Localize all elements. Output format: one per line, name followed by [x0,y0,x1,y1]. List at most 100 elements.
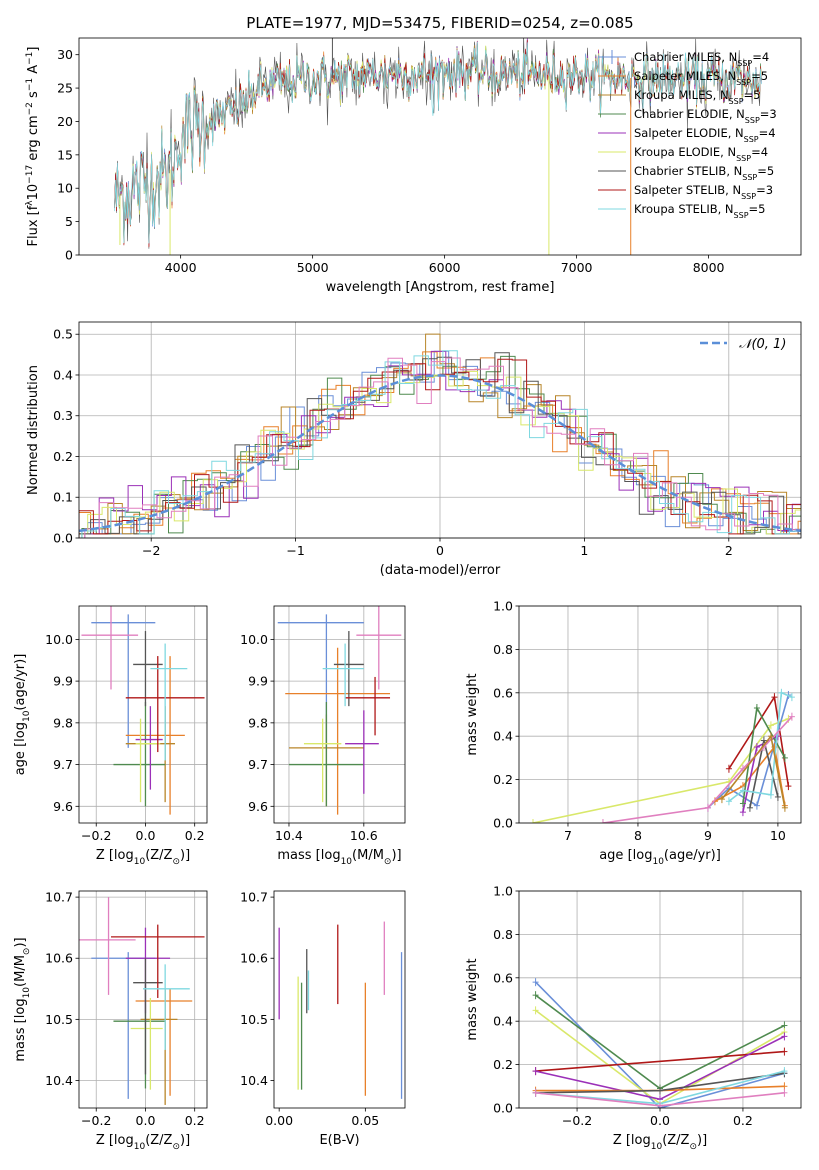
y-tick-label: 0.2 [53,449,73,464]
normal-curve [79,374,801,533]
y-tick-label: 5 [65,214,73,229]
y-axis-label: age [log10(age/yr)] [13,654,32,776]
x-tick-label: 7 [564,828,572,843]
y-tick-label: 9.8 [53,715,73,730]
x-axis-label: mass [log10(M/M⊙)] [277,848,401,867]
y-tick-label: 0.4 [493,1014,513,1029]
y-tick-label: 9.8 [248,715,268,730]
y-axis-label: mass [log10(M/M⊙)] [13,937,32,1061]
y-tick-label: 9.7 [248,757,268,772]
x-tick-label: 0.0 [136,1113,156,1128]
y-tick-label: 10.6 [240,951,268,966]
axes-frame [273,605,406,824]
x-axis-label: (data-model)/error [380,563,501,578]
mass-vs-Z-axes: −0.2 0.0 0.2 10.4 10.5 10.6 10.7 Z [log10(Z/Z⊙)… [13,890,208,1152]
y-tick-label: 0.4 [493,729,513,744]
weight-series [535,1050,785,1072]
x-tick-label: 6000 [429,260,461,275]
y-tick-label: 0 [65,248,73,263]
residuals-axes: −2 −1 0 1 2 0.0 0.1 0.2 0.3 0.4 0.5 (data-model)/er… [26,321,802,578]
y-tick-label: 0.2 [493,772,513,787]
y-tick-label: 10.7 [45,890,73,905]
legend-label: Salpeter MILES, NSSP=5 [634,69,768,87]
x-tick-label: 9 [704,828,712,843]
x-tick-label: 0.00 [265,1113,293,1128]
y-tick-label: 0.5 [53,327,73,342]
y-tick-label: 15 [57,147,73,162]
age-vs-Z-axes: −0.2 0.0 0.2 9.6 9.7 9.8 9.9 10.0 Z [log10(Z/Z⊙)… [13,605,208,867]
x-tick-label: 4000 [165,260,197,275]
y-axis-label: mass weight [465,673,480,755]
y-tick-label: 10.5 [240,1012,268,1027]
spectrum-plot [114,38,762,255]
mass-vs-Z-plot [79,897,205,1105]
mass-vs-EBV-plot [278,921,403,1099]
x-tick-label: −2 [142,543,160,558]
x-tick-label: 7000 [561,260,593,275]
axes-frame [78,605,208,824]
y-tick-label: 10.0 [45,632,73,647]
x-tick-label: 5000 [297,260,329,275]
y-tick-label: 20 [57,114,73,129]
legend-label: Kroupa STELIB, NSSP=5 [634,202,765,220]
y-tick-label: 10.6 [45,951,73,966]
weight-vs-age-axes: 7 8 9 10 0.0 0.2 0.4 0.6 0.8 1.0 age [log10(age/yr… [465,599,802,867]
axes-frame [273,890,406,1109]
axes-frame [78,37,802,256]
legend-label: 𝒩(0, 1) [739,337,786,352]
x-tick-label: 8 [634,828,642,843]
y-tick-label: 10.7 [240,890,268,905]
histogram-series [79,350,801,535]
x-tick-label: 1 [580,543,588,558]
histogram-series [79,358,801,538]
legend-label: Chabrier MILES, NSSP=4 [634,50,769,68]
legend-label: Salpeter STELIB, NSSP=3 [634,183,773,201]
weight-vs-Z-plot [532,978,788,1108]
spectrum-axes: 4000 5000 6000 7000 8000 0 5 10 15 20 25 30 waveleng… [25,14,802,295]
y-tick-label: 10.0 [240,632,268,647]
x-tick-label: 8000 [693,260,725,275]
y-tick-label: 0.3 [53,408,73,423]
y-tick-label: 10.4 [45,1073,73,1088]
y-tick-label: 10.4 [240,1073,268,1088]
x-tick-label: −1 [286,543,304,558]
y-tick-label: 25 [57,81,73,96]
histogram-series [79,351,801,535]
x-tick-label: 0 [436,543,444,558]
axes-frame [78,890,208,1109]
y-tick-label: 0.0 [493,1101,513,1116]
y-axis-label: mass weight [465,958,480,1040]
y-axis-label: Normed distribution [26,365,41,495]
x-axis-label: E(B-V) [319,1133,359,1148]
y-tick-label: 0.0 [493,816,513,831]
x-tick-label: 10.6 [350,828,378,843]
y-tick-label: 0.8 [493,927,513,942]
y-axis-label: Flux [fλ10−17 erg cm−2 s−1 A−1] [25,47,41,247]
x-tick-label: 10 [770,828,786,843]
y-tick-label: 9.6 [53,799,73,814]
legend-label: Kroupa ELODIE, NSSP=4 [634,145,768,163]
legend-label: Chabrier ELODIE, NSSP=3 [634,107,777,125]
y-tick-label: 0.4 [53,367,73,382]
x-tick-label: 2 [725,543,733,558]
y-tick-label: 9.9 [53,674,73,689]
axes-frame [518,605,802,824]
x-tick-label: −0.2 [81,828,111,843]
legend-label: Salpeter ELODIE, NSSP=4 [634,126,776,144]
age-vs-Z-plot [81,606,205,815]
y-tick-label: 0.0 [53,531,73,546]
x-axis-label: age [log10(age/yr)] [599,848,721,867]
histogram-series [81,350,801,538]
y-tick-label: 0.6 [493,970,513,985]
y-tick-label: 0.6 [493,685,513,700]
x-tick-label: −0.2 [81,1113,111,1128]
x-tick-label: 0.0 [136,828,156,843]
weight-vs-age-plot [529,688,795,823]
y-tick-label: 1.0 [493,599,513,614]
y-tick-label: 9.6 [248,799,268,814]
histogram-series [84,350,801,538]
weight-vs-Z-axes: −0.2 0.0 0.2 0.0 0.2 0.4 0.6 0.8 1.0 Z [log10(Z/Z… [465,884,802,1152]
x-axis-label: Z [log10(Z/Z⊙)] [96,848,190,867]
